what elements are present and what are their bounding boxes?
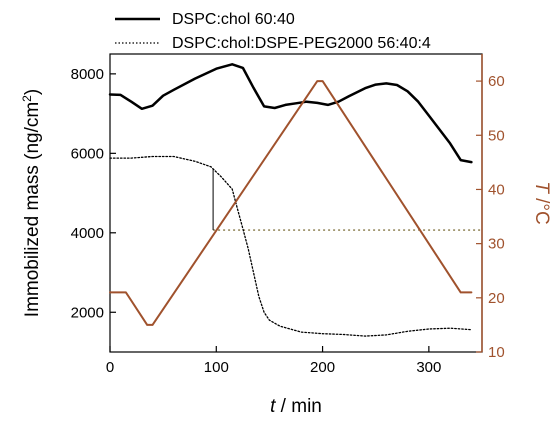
right-y-tick-label: 50 xyxy=(488,127,505,144)
right-y-tick-label: 40 xyxy=(488,181,505,198)
left-y-tick-label: 8000 xyxy=(71,66,104,83)
series-temperature xyxy=(109,80,473,326)
right-y-axis-label-symbol: T xyxy=(531,181,550,194)
right-y-tick-label: 30 xyxy=(488,236,505,253)
right-y-axis-label: T /°C xyxy=(531,181,550,225)
left-y-axis-label: Immobilized mass (ng/cm2) xyxy=(20,89,43,317)
left-y-axis-label-sup: 2 xyxy=(20,95,34,102)
left-y-axis-label-end: ) xyxy=(22,89,43,95)
annotations xyxy=(212,168,482,231)
x-axis-label: t / min xyxy=(270,396,322,417)
left-y-axis-ticks: 2000 4000 6000 8000 xyxy=(71,66,116,321)
left-y-tick-label: 2000 xyxy=(71,304,104,321)
x-axis-ticks: 0 100 200 300 xyxy=(106,346,441,376)
x-tick-label: 0 xyxy=(106,359,114,376)
plot-area-border xyxy=(109,53,483,353)
right-y-tick-label: 10 xyxy=(488,344,505,361)
right-y-tick-label: 60 xyxy=(488,73,505,90)
series-dspc-chol xyxy=(108,63,473,164)
x-axis-label-symbol: t xyxy=(270,396,276,417)
x-tick-label: 300 xyxy=(416,359,441,376)
series-dspc-chol-peg xyxy=(109,155,473,337)
legend: DSPC:chol 60:40 DSPC:chol:DSPE-PEG2000 5… xyxy=(115,11,431,52)
right-y-axis-ticks: 10 20 30 40 50 60 xyxy=(476,73,505,361)
left-y-axis-label-main: Immobilized mass (ng/cm xyxy=(22,102,43,317)
left-y-tick-label: 4000 xyxy=(71,225,104,242)
left-y-tick-label: 6000 xyxy=(71,145,104,162)
plot-frame xyxy=(109,53,483,353)
right-y-axis-label-unit: /°C xyxy=(531,193,550,225)
x-axis-label-unit: / min xyxy=(275,396,321,417)
right-y-tick-label: 20 xyxy=(488,290,505,307)
legend-label-series-2: DSPC:chol:DSPE-PEG2000 56:40:4 xyxy=(172,35,431,52)
x-tick-label: 200 xyxy=(310,359,335,376)
legend-label-series-1: DSPC:chol 60:40 xyxy=(172,11,295,28)
series-layer xyxy=(108,63,473,337)
x-tick-label: 100 xyxy=(204,359,229,376)
